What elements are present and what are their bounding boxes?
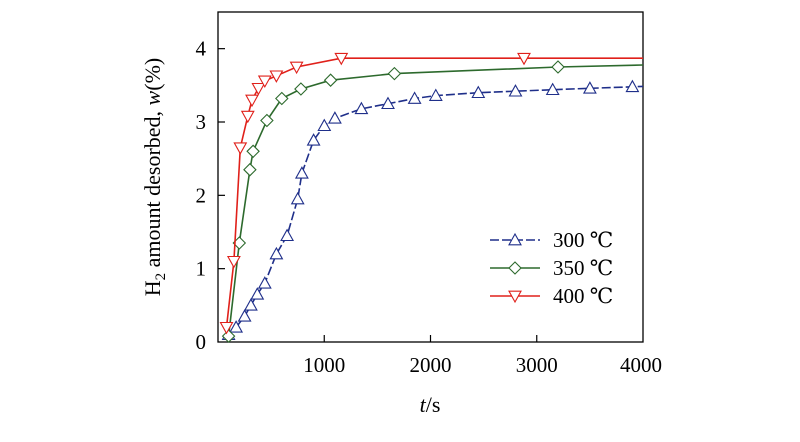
y-tick-label: 4 [196, 37, 207, 61]
data-point [280, 228, 295, 242]
data-point [260, 113, 274, 128]
data-point [257, 276, 272, 289]
x-tick-label: 3000 [516, 353, 558, 377]
y-axis-title-h: H [140, 280, 165, 296]
legend-label: 400 ℃ [553, 284, 613, 308]
data-point [275, 91, 289, 106]
series-group [219, 52, 643, 335]
data-point [221, 329, 236, 343]
data-point [219, 321, 234, 335]
legend-label: 350 ℃ [553, 256, 613, 280]
legend: 300 ℃ 350 ℃ 400 ℃ [490, 228, 613, 308]
y-tick-label: 1 [196, 257, 207, 281]
data-point [517, 52, 531, 66]
data-point [387, 66, 402, 81]
data-point [229, 320, 244, 333]
x-tick-label: 4000 [620, 353, 662, 377]
x-axis-title-italic: t [420, 392, 427, 417]
data-point [471, 85, 486, 99]
x-axis-title-unit: /s [426, 392, 441, 417]
data-point [290, 191, 305, 205]
data-point [323, 73, 338, 87]
data-point [317, 118, 332, 132]
y-tick-label: 0 [196, 330, 207, 354]
y-axis-title-unit: (%) [140, 58, 165, 91]
x-tick-label: 1000 [303, 353, 345, 377]
series-group [221, 60, 644, 343]
data-point [407, 91, 422, 104]
y-tick-label: 3 [196, 110, 207, 134]
data-point [243, 162, 257, 177]
data-point [294, 82, 308, 96]
data-point [226, 255, 241, 269]
data-point [243, 298, 258, 311]
axis-ticks: 0 1 2 3 4 1000 2000 3000 4000 [196, 37, 663, 377]
y-axis-title-italic: w [140, 90, 165, 105]
data-point [289, 61, 304, 75]
legend-marker [508, 232, 522, 246]
data-point [327, 111, 342, 124]
data-point [625, 79, 640, 93]
x-axis-title: t/s [420, 392, 441, 417]
legend-marker [508, 290, 522, 304]
data-point [354, 101, 369, 115]
data-point [306, 133, 321, 146]
data-point [294, 166, 309, 179]
data-point [551, 60, 565, 74]
data-point [251, 82, 266, 96]
legend-marker [508, 261, 522, 275]
data-point [245, 94, 259, 108]
series-layer [219, 52, 644, 343]
data-point [269, 246, 284, 260]
data-point [237, 309, 252, 322]
data-point [246, 144, 260, 159]
data-point [250, 287, 265, 300]
data-point [381, 96, 395, 110]
data-point [240, 110, 255, 124]
data-point [233, 142, 248, 155]
data-point [269, 70, 284, 83]
data-point [508, 84, 523, 97]
y-tick-label: 2 [196, 183, 207, 207]
x-tick-label: 2000 [410, 353, 452, 377]
y-axis-title-mid: amount desorbed, [140, 105, 165, 272]
y-axis-title: H2 amount desorbed, w(%) [140, 58, 169, 296]
legend-label: 300 ℃ [553, 228, 613, 252]
y-axis-title-sub: 2 [153, 273, 169, 281]
data-point [334, 52, 349, 66]
data-point [428, 88, 443, 101]
data-point [545, 82, 560, 96]
data-point [582, 81, 597, 94]
data-point [257, 75, 272, 89]
